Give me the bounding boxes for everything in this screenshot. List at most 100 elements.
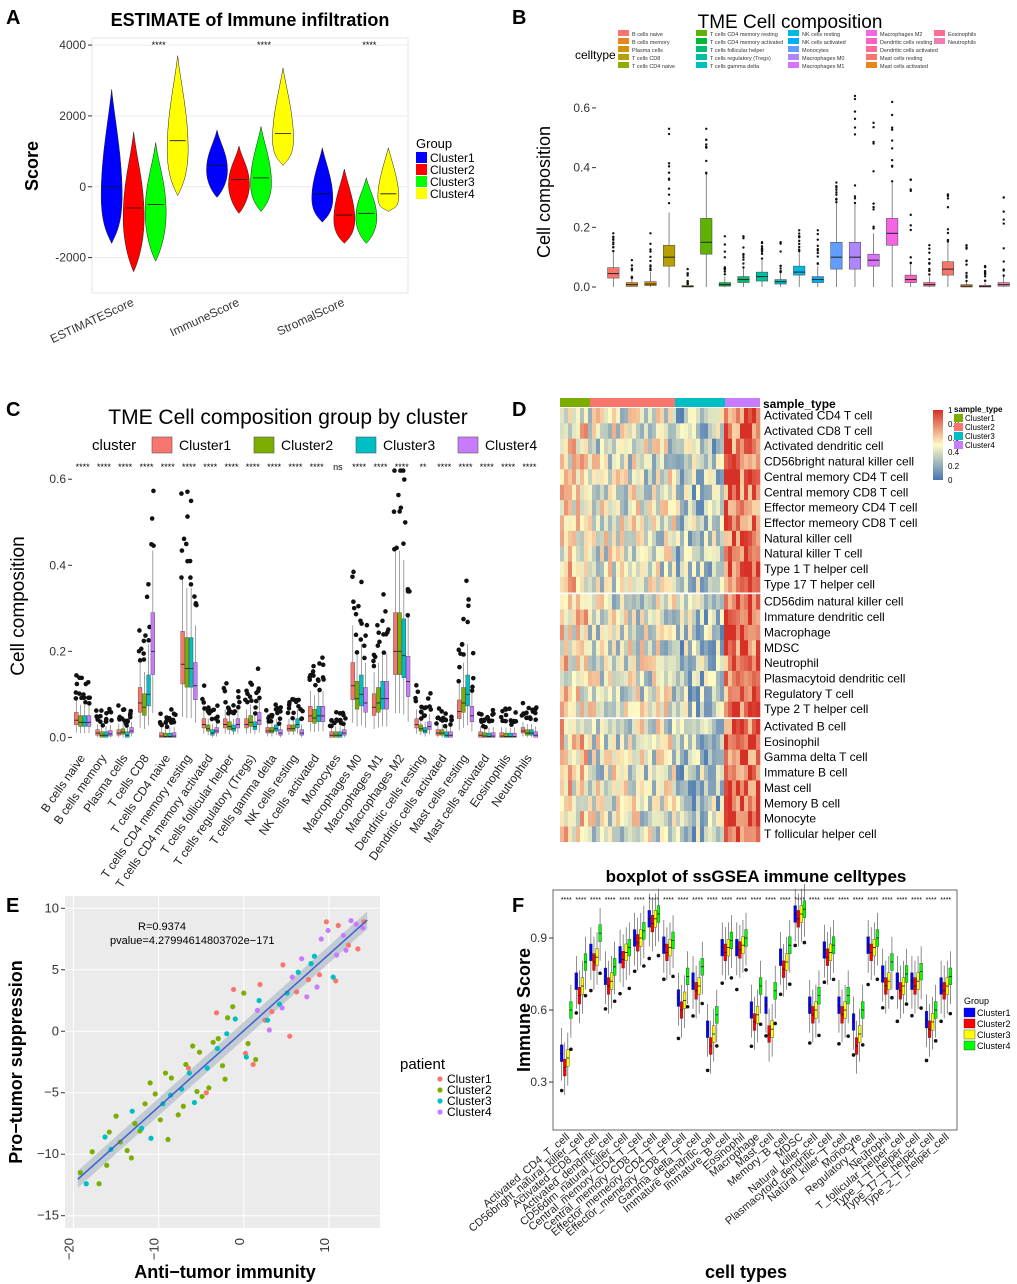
outlier-point (723, 266, 727, 269)
heatmap-cell (684, 701, 689, 718)
heatmap-cell (568, 484, 573, 501)
heatmap-cell (568, 408, 573, 424)
heatmap-cell (608, 719, 613, 735)
heatmap-cell (704, 670, 709, 687)
heatmap-cell (668, 500, 673, 516)
heatmap-cell (588, 609, 593, 626)
heatmap-cell (624, 576, 629, 593)
heatmap-cell (696, 826, 701, 843)
heatmap-cell (756, 594, 761, 610)
y-axis-tick-label: 0.4 (49, 558, 66, 572)
legend-label: T cells CD4 memory activated (710, 40, 783, 46)
heatmap-cell (724, 795, 729, 812)
violin-cluster1 (206, 130, 228, 198)
row-label: Monocyte (764, 812, 816, 826)
heatmap-cell (596, 719, 601, 735)
heatmap-cell (700, 640, 705, 656)
heatmap-cell (632, 423, 637, 439)
heatmap-cell (620, 454, 625, 470)
heatmap-cell (580, 686, 585, 702)
column-annotation-cluster3 (675, 398, 725, 407)
heatmap-cell (652, 686, 657, 702)
heatmap-cell (724, 609, 729, 626)
heatmap-cell (740, 576, 745, 593)
outlier-point (391, 509, 397, 515)
heatmap-cell (728, 530, 733, 547)
heatmap-cell (728, 423, 733, 439)
heatmap-cell (736, 515, 741, 532)
heatmap-cell (608, 484, 613, 501)
heatmap-cell (580, 515, 585, 532)
heatmap-cell (620, 423, 625, 439)
heatmap-cell (720, 811, 725, 827)
outlier-point (649, 242, 652, 246)
outlier-point (385, 630, 390, 635)
outlier-point (434, 721, 439, 726)
heatmap-cell (756, 438, 761, 455)
heatmap-cell (688, 469, 693, 486)
heatmap-cell (712, 701, 717, 718)
outlier-point (332, 720, 337, 726)
heatmap-cell (752, 530, 757, 547)
outlier-point (461, 652, 466, 657)
outlier-point (965, 274, 968, 277)
heatmap-cell (584, 576, 589, 593)
heatmap-cell (736, 546, 741, 562)
heatmap-cell (692, 576, 697, 593)
heatmap-cell (752, 438, 757, 455)
outlier-point (686, 272, 689, 275)
heatmap-cell (684, 670, 689, 687)
significance-label: **** (97, 462, 112, 472)
row-label: Immature dendritic cell (764, 610, 885, 624)
heatmap-cell (576, 655, 581, 672)
heatmap-cell (620, 780, 625, 797)
outlier-point (872, 202, 875, 205)
row-label: Memory B cell (764, 796, 840, 810)
heatmap-cell (624, 811, 629, 827)
legend-label: Mast cells resting (880, 56, 923, 62)
box-cluster4 (533, 731, 538, 738)
legend-swatch (788, 54, 799, 60)
outlier-point (872, 225, 875, 228)
box-cluster2 (227, 721, 232, 730)
outlier-point (656, 953, 661, 958)
scatter-point-cluster4 (333, 952, 340, 958)
scatter-point-cluster2 (215, 1036, 221, 1042)
outlier-point (946, 239, 950, 242)
outlier-point (109, 718, 114, 723)
heatmap-cell (676, 576, 681, 593)
outlier-point (649, 259, 652, 263)
heatmap-cell (580, 408, 585, 424)
heatmap-cell (688, 749, 693, 766)
heatmap-cell (716, 826, 721, 843)
outlier-point (526, 705, 532, 711)
outlier-point (749, 1044, 754, 1049)
heatmap-cell (684, 609, 689, 626)
outlier-point (400, 468, 406, 473)
heatmap-cell (628, 408, 633, 424)
heatmap-cell (636, 423, 641, 439)
box-cluster1 (74, 712, 79, 726)
heatmap-cell (560, 484, 565, 501)
heatmap-cell (680, 749, 685, 766)
outlier-point (760, 257, 764, 260)
heatmap-cell (592, 454, 597, 470)
heatmap-cell (664, 500, 669, 516)
legend-label: T cells regulatory (Tregs) (710, 56, 771, 62)
heatmap-cell (756, 546, 761, 562)
outlier-point (909, 261, 912, 265)
significance-label: **** (288, 462, 303, 472)
heatmap-cell (704, 469, 709, 486)
heatmap-cell (736, 701, 741, 718)
outlier-point (483, 724, 488, 730)
outlier-point (247, 694, 253, 699)
heatmap-cell (692, 686, 697, 702)
heatmap-cell (612, 484, 617, 501)
heatmap-cell (608, 546, 613, 562)
heatmap-cell (732, 780, 737, 797)
heatmap-cell (692, 749, 697, 766)
heatmap-cell (664, 408, 669, 424)
outlier-point (853, 201, 857, 205)
heatmap-cell (612, 515, 617, 532)
